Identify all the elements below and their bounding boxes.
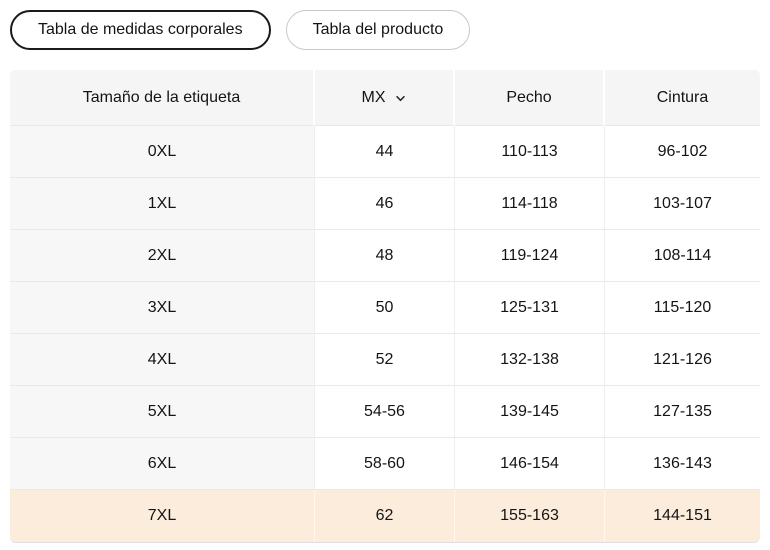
pecho-cell: 114-118 <box>455 178 605 230</box>
cintura-cell: 127-135 <box>605 386 760 438</box>
cintura-cell: 108-114 <box>605 230 760 282</box>
pecho-cell: 119-124 <box>455 230 605 282</box>
mx-cell: 50 <box>315 282 455 334</box>
cintura-cell: 144-151 <box>605 490 760 542</box>
cintura-cell: 115-120 <box>605 282 760 334</box>
size-chart-tabs: Tabla de medidas corporales Tabla del pr… <box>10 10 471 50</box>
pecho-cell: 132-138 <box>455 334 605 386</box>
table-row: 6XL 58-60 146-154 136-143 <box>10 438 760 490</box>
size-cell: 0XL <box>10 126 315 178</box>
pecho-cell: 125-131 <box>455 282 605 334</box>
table-header-row: Tamaño de la etiqueta MX Pecho Cintura <box>10 70 760 126</box>
cintura-cell: 136-143 <box>605 438 760 490</box>
size-cell: 4XL <box>10 334 315 386</box>
cintura-cell: 96-102 <box>605 126 760 178</box>
column-header-pecho: Pecho <box>455 70 605 126</box>
table-row: 4XL 52 132-138 121-126 <box>10 334 760 386</box>
mx-cell: 58-60 <box>315 438 455 490</box>
tab-product-measurements[interactable]: Tabla del producto <box>285 10 471 50</box>
mx-cell: 52 <box>315 334 455 386</box>
tab-body-measurements[interactable]: Tabla de medidas corporales <box>10 10 271 50</box>
column-header-mx-dropdown[interactable]: MX <box>315 70 455 126</box>
size-cell: 5XL <box>10 386 315 438</box>
mx-cell: 46 <box>315 178 455 230</box>
mx-cell: 62 <box>315 490 455 542</box>
table-row: 2XL 48 119-124 108-114 <box>10 230 760 282</box>
size-cell: 2XL <box>10 230 315 282</box>
table-row: 1XL 46 114-118 103-107 <box>10 178 760 230</box>
table-row: 7XL 62 155-163 144-151 <box>10 490 760 542</box>
table-row: 3XL 50 125-131 115-120 <box>10 282 760 334</box>
table-row: 5XL 54-56 139-145 127-135 <box>10 386 760 438</box>
table-row: 0XL 44 110-113 96-102 <box>10 126 760 178</box>
table-body: 0XL 44 110-113 96-102 1XL 46 114-118 103-107 2XL… <box>10 126 760 542</box>
size-chart-table: Tamaño de la etiqueta MX Pecho Cintura 0… <box>10 70 760 543</box>
cintura-cell: 103-107 <box>605 178 760 230</box>
size-cell: 1XL <box>10 178 315 230</box>
column-header-label-size: Tamaño de la etiqueta <box>10 70 315 126</box>
size-cell: 7XL <box>10 490 315 542</box>
mx-cell: 48 <box>315 230 455 282</box>
size-cell: 3XL <box>10 282 315 334</box>
cintura-cell: 121-126 <box>605 334 760 386</box>
chevron-down-icon <box>394 92 407 105</box>
pecho-cell: 146-154 <box>455 438 605 490</box>
column-header-cintura: Cintura <box>605 70 760 126</box>
pecho-cell: 139-145 <box>455 386 605 438</box>
pecho-cell: 110-113 <box>455 126 605 178</box>
pecho-cell: 155-163 <box>455 490 605 542</box>
mx-label: MX <box>361 88 386 106</box>
mx-cell: 54-56 <box>315 386 455 438</box>
size-cell: 6XL <box>10 438 315 490</box>
mx-cell: 44 <box>315 126 455 178</box>
